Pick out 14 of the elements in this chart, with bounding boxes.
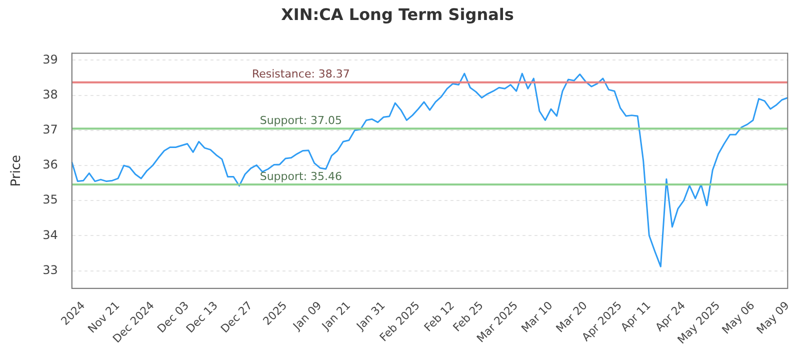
y-tick-label: 38: [42, 87, 58, 102]
y-tick-label: 35: [42, 192, 58, 207]
x-tick-label: Dec 27: [218, 298, 255, 336]
y-tick-label: 39: [42, 52, 58, 66]
ref-line-label: Support: 35.46: [260, 170, 342, 183]
chart-title: XIN:CA Long Term Signals: [281, 4, 514, 24]
x-tick-label: Mar 10: [518, 298, 556, 336]
y-tick-label: 33: [42, 262, 58, 277]
y-axis-title: Price: [9, 154, 24, 187]
ref-line-label: Resistance: 38.37: [252, 68, 350, 81]
y-tick-label: 34: [42, 228, 58, 242]
y-tick-label: 36: [42, 158, 58, 172]
ref-line-label: Support: 37.05: [260, 114, 342, 128]
y-tick-label: 37: [42, 122, 58, 137]
